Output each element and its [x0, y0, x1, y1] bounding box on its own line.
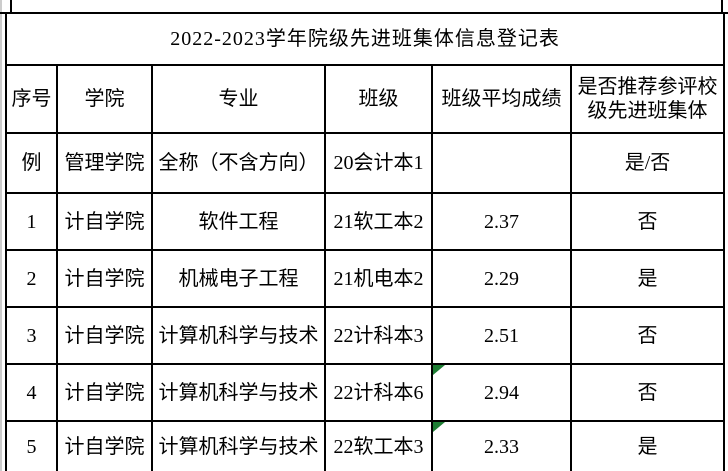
cell-class[interactable]: 21软工本2: [324, 192, 433, 251]
cell-no[interactable]: 4: [5, 363, 58, 422]
cell-recommend[interactable]: 是: [569, 420, 726, 471]
cell-class[interactable]: 22软工本3: [324, 420, 433, 471]
cell-college[interactable]: 计自学院: [56, 192, 153, 251]
cell-class[interactable]: 22计科本3: [324, 306, 433, 365]
table-title-cell[interactable]: 2022-2023学年院级先进班集体信息登记表: [4, 12, 726, 66]
cell-major[interactable]: 计算机科学与技术: [151, 306, 326, 365]
table-row: 1 计自学院 软件工程 21软工本2 2.37 否: [5, 192, 726, 251]
col-header-no[interactable]: 序号: [5, 64, 58, 134]
col-header-major[interactable]: 专业: [151, 64, 326, 134]
col-header-score[interactable]: 班级平均成绩: [431, 64, 572, 134]
table-title-row: 2022-2023学年院级先进班集体信息登记表: [4, 12, 726, 66]
registration-table: 2022-2023学年院级先进班集体信息登记表 序号 学院 专业 班级 班级平均…: [4, 12, 726, 471]
cell-score[interactable]: 2.33: [431, 420, 572, 471]
cell-score[interactable]: 2.94: [431, 363, 572, 422]
cell-college[interactable]: 计自学院: [56, 306, 153, 365]
cell-college[interactable]: 计自学院: [56, 363, 153, 422]
cell-no[interactable]: 3: [5, 306, 58, 365]
col-header-recommend[interactable]: 是否推荐参评校级先进班集体: [569, 64, 726, 134]
cell-no[interactable]: 2: [5, 249, 58, 308]
table-row: 4 计自学院 计算机科学与技术 22计科本6 2.94 否: [5, 363, 726, 422]
cell-score[interactable]: 2.29: [431, 249, 572, 308]
gridline-stub: [10, 0, 12, 13]
table-header-row: 序号 学院 专业 班级 班级平均成绩 是否推荐参评校级先进班集体: [5, 64, 726, 134]
cell-no[interactable]: 5: [5, 420, 58, 471]
cell-class[interactable]: 20会计本1: [324, 132, 433, 194]
cell-college[interactable]: 计自学院: [56, 249, 153, 308]
cell-college[interactable]: 管理学院: [56, 132, 153, 194]
cell-recommend[interactable]: 否: [569, 192, 726, 251]
cell-score-value: 2.33: [484, 436, 519, 458]
cell-score[interactable]: 2.51: [431, 306, 572, 365]
cell-major[interactable]: 计算机科学与技术: [151, 363, 326, 422]
cell-major[interactable]: 软件工程: [151, 192, 326, 251]
cell-no[interactable]: 例: [5, 132, 58, 194]
cell-class[interactable]: 21机电本2: [324, 249, 433, 308]
table-row: 3 计自学院 计算机科学与技术 22计科本3 2.51 否: [5, 306, 726, 365]
error-indicator-icon: [434, 423, 445, 432]
cell-score[interactable]: [431, 132, 572, 194]
cell-recommend[interactable]: 是/否: [569, 132, 726, 194]
cell-score[interactable]: 2.37: [431, 192, 572, 251]
cell-class[interactable]: 22计科本6: [324, 363, 433, 422]
cell-recommend[interactable]: 是: [569, 249, 726, 308]
table-row-example: 例 管理学院 全称（不含方向） 20会计本1 是/否: [5, 132, 726, 194]
table-row: 5 计自学院 计算机科学与技术 22软工本3 2.33 是: [5, 420, 726, 471]
cell-college[interactable]: 计自学院: [56, 420, 153, 471]
cell-major[interactable]: 机械电子工程: [151, 249, 326, 308]
col-header-college[interactable]: 学院: [56, 64, 153, 134]
col-header-class[interactable]: 班级: [324, 64, 433, 134]
screen-edge-line: [0, 0, 2, 471]
table-row: 2 计自学院 机械电子工程 21机电本2 2.29 是: [5, 249, 726, 308]
cell-major[interactable]: 计算机科学与技术: [151, 420, 326, 471]
error-indicator-icon: [434, 366, 445, 375]
cell-score-value: 2.94: [484, 381, 519, 404]
cell-recommend[interactable]: 否: [569, 363, 726, 422]
cell-recommend[interactable]: 否: [569, 306, 726, 365]
cell-no[interactable]: 1: [5, 192, 58, 251]
cell-major[interactable]: 全称（不含方向）: [151, 132, 326, 194]
gridline-stub-right: [721, 0, 723, 13]
